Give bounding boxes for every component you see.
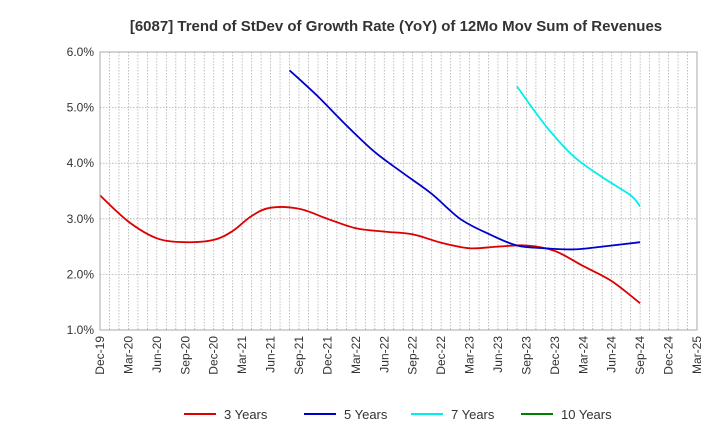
x-tick-label: Mar-25 bbox=[690, 336, 704, 374]
x-tick-label: Jun-23 bbox=[491, 336, 505, 373]
series-line-7-years bbox=[516, 85, 641, 208]
x-tick-label: Sep-21 bbox=[292, 336, 306, 375]
y-tick-label: 4.0% bbox=[67, 156, 95, 170]
x-tick-label: Mar-21 bbox=[235, 336, 249, 374]
y-tick-label: 5.0% bbox=[67, 101, 95, 115]
x-tick-label: Mar-23 bbox=[463, 336, 477, 374]
y-tick-label: 3.0% bbox=[67, 212, 95, 226]
legend-label: 7 Years bbox=[451, 407, 495, 422]
x-tick-label: Sep-22 bbox=[406, 336, 420, 375]
legend-label: 5 Years bbox=[344, 407, 388, 422]
x-tick-label: Jun-24 bbox=[605, 336, 619, 373]
x-tick-label: Mar-22 bbox=[349, 336, 363, 374]
x-tick-label: Mar-20 bbox=[121, 336, 135, 374]
x-tick-label: Dec-20 bbox=[207, 336, 221, 375]
x-tick-label: Dec-19 bbox=[93, 336, 107, 375]
legend-item: 5 Years bbox=[304, 407, 388, 422]
legend-item: 3 Years bbox=[184, 407, 268, 422]
series-layer bbox=[99, 69, 641, 305]
plot-frame bbox=[99, 51, 698, 331]
x-tick-label: Dec-22 bbox=[434, 336, 448, 375]
plot-area bbox=[100, 52, 697, 330]
x-tick-label: Dec-23 bbox=[548, 336, 562, 375]
grid bbox=[100, 52, 697, 330]
x-tick-label: Sep-23 bbox=[519, 336, 533, 375]
legend: 3 Years 5 Years 7 Years 10 Years bbox=[184, 407, 612, 422]
x-tick-label: Sep-24 bbox=[633, 336, 647, 375]
chart-title: [6087] Trend of StDev of Growth Rate (Yo… bbox=[130, 18, 662, 35]
y-tick-label: 6.0% bbox=[67, 45, 95, 59]
x-axis: Dec-19 Mar-20 Jun-20 Sep-20 Dec-20 Mar-21 Jun-… bbox=[93, 336, 704, 375]
legend-item: 7 Years bbox=[411, 407, 495, 422]
x-tick-label: Dec-21 bbox=[320, 336, 334, 375]
series-line-5-years bbox=[288, 69, 641, 251]
legend-label: 3 Years bbox=[224, 407, 268, 422]
x-tick-label: Jun-22 bbox=[377, 336, 391, 373]
x-tick-label: Mar-24 bbox=[576, 336, 590, 374]
x-tick-label: Dec-24 bbox=[662, 336, 676, 375]
x-tick-label: Jun-20 bbox=[150, 336, 164, 373]
y-tick-label: 1.0% bbox=[67, 323, 95, 337]
x-tick-label: Sep-20 bbox=[178, 336, 192, 375]
legend-label: 10 Years bbox=[561, 407, 612, 422]
legend-item: 10 Years bbox=[521, 407, 612, 422]
y-tick-label: 2.0% bbox=[67, 267, 95, 281]
y-axis: 1.0% 2.0% 3.0% 4.0% 5.0% 6.0% bbox=[67, 45, 95, 337]
x-tick-label: Jun-21 bbox=[264, 336, 278, 373]
